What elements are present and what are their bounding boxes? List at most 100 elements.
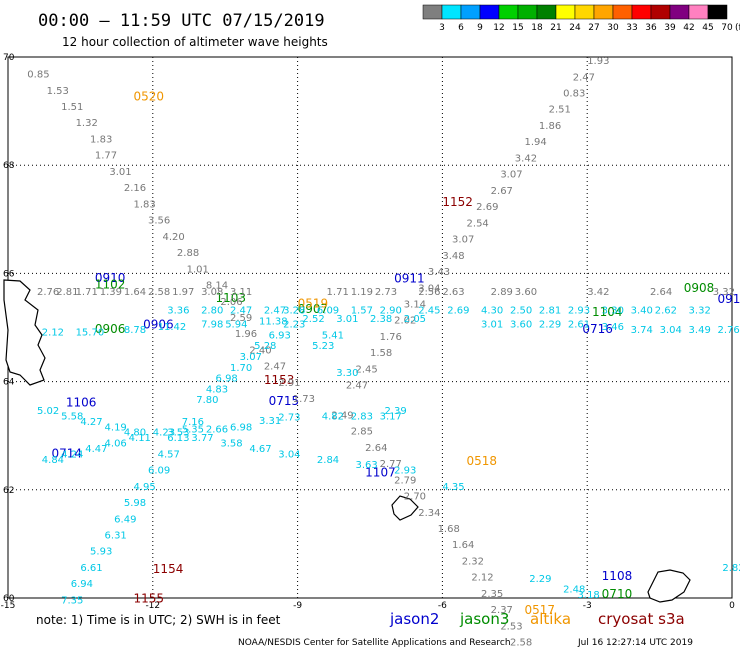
wave-height-value: 4.83 bbox=[206, 384, 228, 395]
wave-height-value: 2.82 bbox=[722, 563, 740, 574]
wave-height-value: 3.36 bbox=[167, 305, 189, 316]
wave-height-value: 7.35 bbox=[61, 595, 83, 606]
wave-height-value: 2.12 bbox=[471, 573, 493, 584]
wave-height-value: 2.83 bbox=[351, 411, 373, 422]
legend-bin-label: 33 bbox=[626, 23, 637, 33]
wave-height-value: 2.76 bbox=[718, 325, 740, 336]
wave-height-value: 2.79 bbox=[394, 475, 416, 486]
y-tick-label: 62 bbox=[3, 486, 14, 496]
wave-height-value: 5.23 bbox=[312, 341, 334, 352]
series-track-h: 2.236.935.283.071.706.984.837.807.166.13… bbox=[61, 320, 305, 607]
sat-name-jason2: jason2 bbox=[389, 610, 439, 628]
wave-height-value: 2.90 bbox=[380, 305, 402, 316]
wave-height-value: 4.11 bbox=[129, 433, 151, 444]
pass-time-label: 1102 bbox=[95, 278, 126, 292]
wave-height-value: 3.17 bbox=[380, 411, 402, 422]
wave-height-value: 2.58 bbox=[510, 638, 532, 649]
sat-name-altika: altika bbox=[530, 610, 571, 628]
wave-height-value: 2.52 bbox=[302, 314, 324, 325]
footer-credit: NOAA/NESDIS Center for Satellite Applica… bbox=[238, 638, 511, 648]
wave-height-value: 3.31 bbox=[259, 416, 281, 427]
y-tick-label: 64 bbox=[3, 378, 15, 388]
wave-height-value: 4.35 bbox=[442, 482, 464, 493]
legend-swatch bbox=[479, 4, 500, 20]
x-tick-label: -9 bbox=[293, 601, 302, 611]
wave-height-value: 2.29 bbox=[529, 574, 551, 585]
legend-bin-label: 6 bbox=[458, 23, 464, 33]
wave-height-value: 2.73 bbox=[375, 287, 397, 298]
wave-height-value: 2.02 bbox=[394, 316, 416, 327]
y-tick-label: 66 bbox=[3, 269, 15, 279]
pass-time-label: 0714 bbox=[51, 446, 82, 460]
pass-time-label: 0911 bbox=[394, 272, 425, 286]
chart-subtitle: 12 hour collection of altimeter wave hei… bbox=[62, 35, 328, 49]
wave-height-value: 2.76 bbox=[37, 287, 59, 298]
wave-height-value: 3.48 bbox=[442, 251, 464, 262]
coastline bbox=[3, 279, 691, 603]
wave-height-value: 3.40 bbox=[631, 305, 653, 316]
pass-time-label: 0519 bbox=[298, 296, 329, 310]
wave-height-value: 3.11 bbox=[230, 287, 252, 298]
legend-bin-label: 24 bbox=[569, 23, 581, 33]
wave-height-value: 5.35 bbox=[182, 424, 204, 435]
pass-time-label: 1155 bbox=[133, 591, 164, 605]
x-tick-label: -15 bbox=[1, 601, 16, 611]
legend-swatch bbox=[707, 4, 728, 20]
wave-height-value: 3.77 bbox=[191, 433, 213, 444]
wave-height-value: 2.88 bbox=[177, 248, 199, 259]
wave-height-value: 2.84 bbox=[317, 455, 339, 466]
series-track-g: 4.844.24 4.474.06 4.11 3.53 3.77 3.58 4.67 3.04… bbox=[42, 428, 417, 477]
wave-height-value: 3.01 bbox=[481, 320, 503, 331]
wave-height-value: 2.85 bbox=[351, 427, 373, 438]
series-track-c: 2.762.811.71 1.39 1.64 2.58 1.97 3.08 3.11 1.71… bbox=[37, 287, 735, 298]
wave-height-value: 4.95 bbox=[133, 482, 155, 493]
legend-bin-label: 30 bbox=[607, 23, 619, 33]
wave-height-value: 2.38 bbox=[370, 314, 392, 325]
wave-height-value: 2.12 bbox=[42, 328, 64, 339]
wave-height-value: 3.53 bbox=[167, 428, 189, 439]
wave-height-value: 2.73 bbox=[278, 413, 300, 424]
wave-height-value: 3.04 bbox=[278, 449, 300, 460]
legend-swatch bbox=[536, 4, 557, 20]
wave-height-value: 2.16 bbox=[124, 183, 146, 194]
series-track-f: 5.02 5.584.27 4.194.80 4.23 5.35 2.66 6.98 3.31… bbox=[37, 406, 402, 439]
wave-height-value: 4.24 bbox=[61, 449, 83, 460]
wave-height-value: 2.69 bbox=[476, 202, 498, 213]
wave-height-value: 2.29 bbox=[539, 320, 561, 331]
wave-height-value: 5.98 bbox=[124, 498, 146, 509]
wave-height-value: 4.57 bbox=[158, 449, 180, 460]
wave-height-value: 2.23 bbox=[283, 320, 305, 331]
legend-swatch bbox=[574, 4, 595, 20]
legend-bin-label: 45 bbox=[702, 23, 713, 33]
legend-swatch bbox=[517, 4, 538, 20]
wave-height-value: 2.89 bbox=[491, 287, 513, 298]
wave-height-value: 5.41 bbox=[322, 330, 344, 341]
wave-height-value: 5.93 bbox=[90, 547, 112, 558]
wave-height-value: 2.53 bbox=[500, 621, 522, 632]
legend-bin-label: 9 bbox=[477, 23, 483, 33]
legend-bin-label: 12 bbox=[493, 23, 504, 33]
pass-time-label: 0517 bbox=[524, 603, 555, 617]
series-track-a: 0.85 1.53 1.51 1.32 1.83 1.77 3.01 2.16 1.83 3.56… bbox=[27, 70, 532, 649]
wave-height-value: 2.81 bbox=[56, 287, 78, 298]
wave-height-value: 2.47 bbox=[230, 305, 252, 316]
legend-swatch bbox=[498, 4, 519, 20]
pass-time-label: 0906 bbox=[95, 322, 126, 336]
wave-height-value: 1.70 bbox=[230, 363, 252, 374]
legend-swatch bbox=[422, 4, 443, 20]
wave-height-value: 2.66 bbox=[206, 424, 228, 435]
legend-swatch bbox=[650, 4, 671, 20]
wave-height-value: 1.86 bbox=[539, 121, 561, 132]
wave-height-value: 1.64 bbox=[124, 287, 146, 298]
pass-time-label: 1108 bbox=[602, 569, 633, 583]
wave-height-value: 1.64 bbox=[452, 540, 474, 551]
wave-height-value: 3.63 bbox=[356, 460, 378, 471]
wave-height-value: 2.64 bbox=[365, 443, 387, 454]
wave-height-value: 4.20 bbox=[162, 232, 184, 243]
wave-height-value: 6.13 bbox=[167, 433, 189, 444]
wave-height-value: 2.47 bbox=[264, 362, 286, 373]
wave-height-value: 3.46 bbox=[602, 322, 624, 333]
wave-height-value: 6.09 bbox=[148, 466, 170, 477]
wave-height-value: 4.06 bbox=[105, 439, 127, 450]
wave-height-value: 1.76 bbox=[380, 332, 402, 343]
